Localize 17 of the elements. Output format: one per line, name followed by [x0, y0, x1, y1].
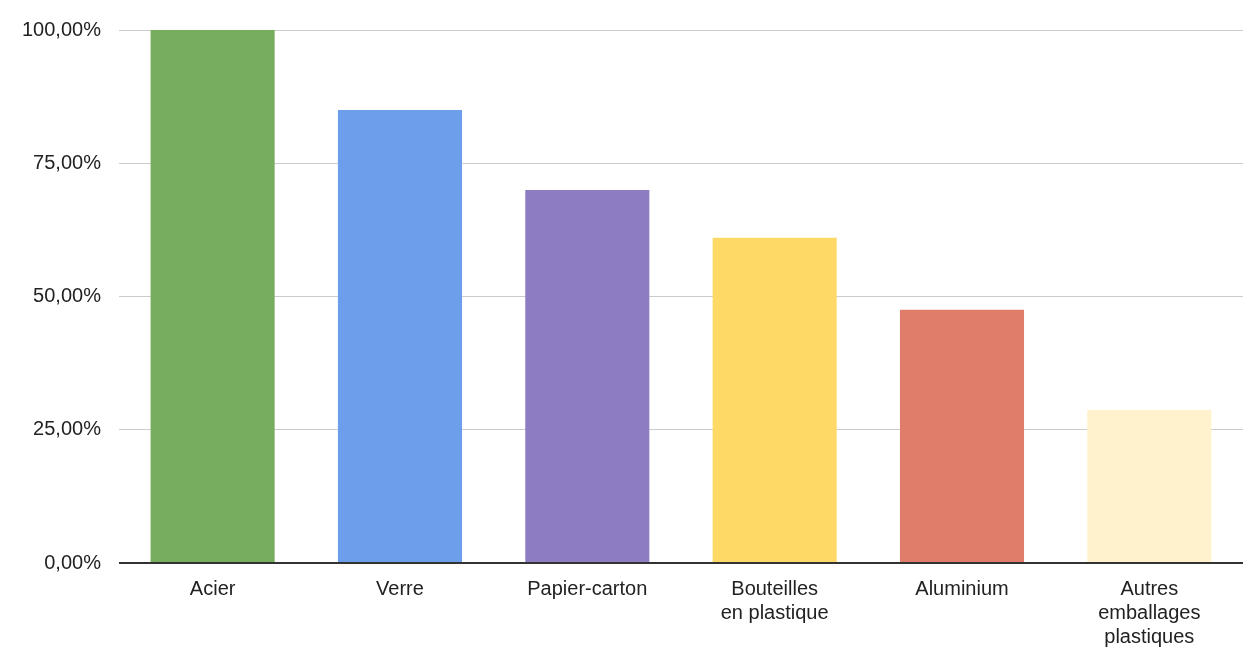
bar — [150, 30, 275, 562]
y-tick-label: 50,00% — [33, 284, 102, 307]
y-tick-label: 0,00% — [44, 550, 102, 573]
bar — [899, 309, 1025, 562]
x-tick-label: Autres emballages plastiques — [1098, 576, 1201, 647]
x-tick-label: Papier-carton — [527, 576, 648, 599]
y-tick-label: 75,00% — [33, 150, 102, 173]
bar — [1087, 410, 1212, 562]
y-tick-label: 25,00% — [33, 417, 102, 440]
bar — [525, 189, 650, 562]
x-tick-label: Acier — [189, 576, 236, 599]
x-tick-label: Verre — [376, 576, 424, 599]
x-tick-label: Aluminium — [915, 576, 1009, 599]
bar — [337, 109, 463, 562]
x-tick-label: Bouteilles en plastique — [720, 576, 829, 623]
bar — [712, 237, 837, 562]
y-tick-label: 100,00% — [21, 17, 102, 40]
